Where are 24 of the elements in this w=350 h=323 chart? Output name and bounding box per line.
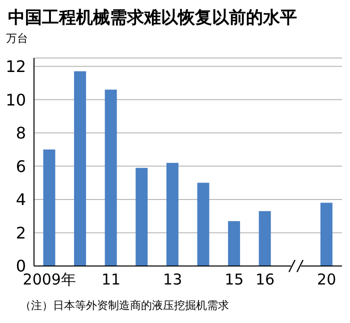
chart-title: 中国工程机械需求难以恢复以前的水平 <box>7 7 298 29</box>
bar <box>258 211 271 266</box>
y-tick-label: 4 <box>16 190 26 210</box>
x-tick-label: 16 <box>255 270 275 289</box>
bar <box>74 71 86 266</box>
y-tick-label: 2 <box>16 223 26 242</box>
bar <box>320 202 332 266</box>
bar <box>228 221 240 266</box>
y-tick-label: 12 <box>6 57 26 76</box>
bar <box>197 182 210 266</box>
y-axis-title: 万台 <box>5 31 29 46</box>
x-tick-label: 2009年 <box>22 270 76 289</box>
y-tick-label: 8 <box>16 124 26 143</box>
bar <box>136 168 148 266</box>
bar <box>43 150 56 266</box>
x-tick-label: 13 <box>163 270 182 289</box>
bar <box>104 90 117 266</box>
x-tick-label: 20 <box>317 270 336 289</box>
x-tick-label: 11 <box>101 270 121 289</box>
bar <box>166 162 178 266</box>
text: （注）日本等外资制造商的液压挖掘机需求 <box>19 298 230 313</box>
y-tick-label: 10 <box>6 90 26 110</box>
x-tick-label: 15 <box>224 270 244 289</box>
y-tick-label: 6 <box>16 156 26 176</box>
